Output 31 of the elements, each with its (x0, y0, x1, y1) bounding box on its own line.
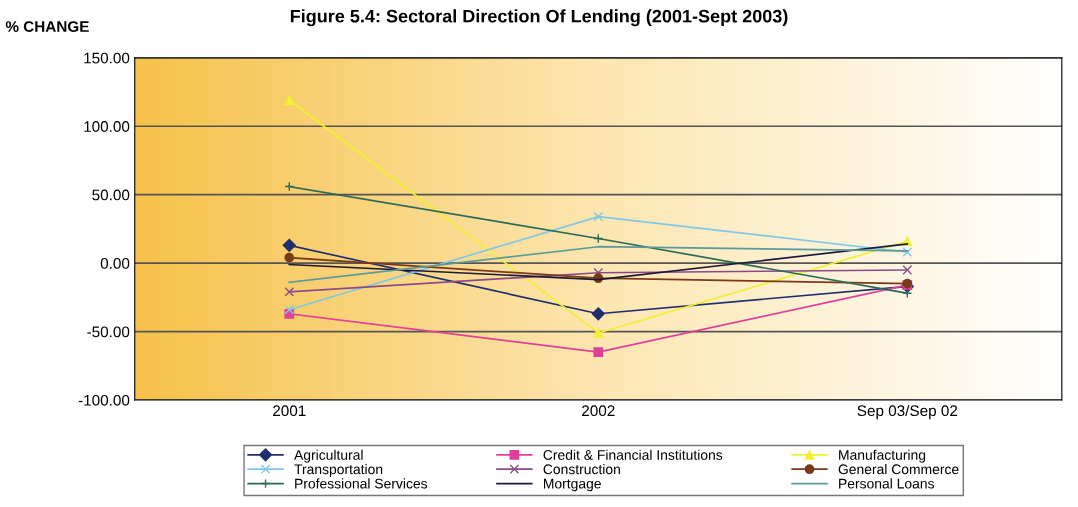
x-tick-label: 2001 (273, 405, 306, 417)
point (284, 95, 295, 106)
point (591, 307, 605, 321)
legend-label: Manufacturing (839, 449, 926, 463)
y-tick-label: -100.00 (78, 394, 130, 406)
y-tick-label: -50.00 (87, 326, 130, 338)
point (282, 238, 296, 252)
point (284, 287, 295, 297)
legend-label: Transportation (294, 464, 383, 477)
legend-label: Mortgage (543, 478, 601, 492)
legend-label: Construction (543, 464, 620, 475)
x-tick-label: Sep 03/Sep 02 (857, 404, 958, 420)
y-tick-label: 100.00 (84, 121, 130, 132)
y-tick-label: 50.00 (92, 189, 130, 201)
point (284, 304, 295, 315)
y-tick-label: 150.00 (84, 52, 130, 64)
legend-label: General Commerce (838, 464, 959, 475)
y-axis-title: % CHANGE (5, 21, 89, 32)
legend-label: Personal Loans (839, 478, 934, 489)
x-tick-label: 2002 (582, 405, 615, 417)
point (593, 211, 604, 222)
point (284, 252, 295, 263)
chart-title: Figure 5.4: Sectoral Direction Of Lending (2001-Sept 2003) (290, 9, 788, 27)
point (902, 247, 913, 258)
legend-label: Agricultural (294, 449, 363, 463)
point (902, 265, 913, 275)
legend-label: Professional Services (295, 478, 428, 489)
y-tick-label: 0.00 (100, 258, 130, 269)
point (593, 347, 604, 357)
point (593, 328, 604, 338)
legend-label: Credit & Financial Institutions (543, 449, 723, 460)
